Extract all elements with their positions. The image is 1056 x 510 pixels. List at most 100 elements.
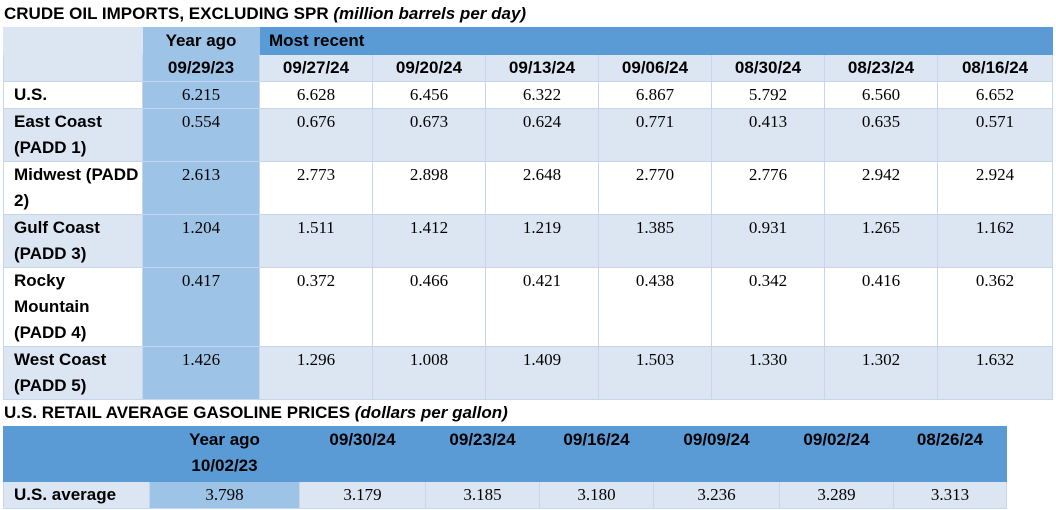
row-label: Rocky Mountain (PADD 4) xyxy=(3,267,143,347)
row-label: U.S. average xyxy=(3,481,150,509)
cell-value: 1.162 xyxy=(936,214,1054,268)
cell-value: 2.770 xyxy=(598,161,712,215)
crude-unit-text: (million barrels per day) xyxy=(333,4,527,23)
cell-value: 0.421 xyxy=(485,267,599,347)
cell-value: 0.416 xyxy=(824,267,938,347)
date-header: 08/23/24 xyxy=(824,54,938,82)
cell-value: 0.438 xyxy=(598,267,712,347)
crude-header-group-row: Year ago Most recent xyxy=(3,27,1054,55)
cell-value: 0.635 xyxy=(824,108,938,162)
cell-value: 6.628 xyxy=(259,81,373,109)
cell-value: 0.931 xyxy=(711,214,825,268)
cell-value: 3.798 xyxy=(149,481,300,509)
crude-title-text: CRUDE OIL IMPORTS, EXCLUDING SPR xyxy=(4,4,329,23)
cell-value: 0.372 xyxy=(259,267,373,347)
cell-value: 1.409 xyxy=(485,346,599,400)
date-header: 09/27/24 xyxy=(259,54,373,82)
cell-value: 2.924 xyxy=(936,161,1054,215)
table-row: East Coast (PADD 1) 0.554 0.676 0.673 0.… xyxy=(3,108,1054,162)
cell-value: 1.412 xyxy=(372,214,486,268)
row-label: Gulf Coast (PADD 3) xyxy=(3,214,143,268)
cell-value: 2.773 xyxy=(259,161,373,215)
cell-value: 6.322 xyxy=(485,81,599,109)
cell-value: 3.289 xyxy=(779,481,894,509)
most-recent-header: Most recent xyxy=(258,27,1054,55)
date-header: 09/16/24 xyxy=(539,426,654,482)
cell-value: 0.624 xyxy=(485,108,599,162)
table-row: Gulf Coast (PADD 3) 1.204 1.511 1.412 1.… xyxy=(3,214,1054,268)
cell-value: 6.867 xyxy=(598,81,712,109)
cell-value: 1.385 xyxy=(598,214,712,268)
table-row: Rocky Mountain (PADD 4) 0.417 0.372 0.46… xyxy=(3,267,1054,347)
crude-table-title: CRUDE OIL IMPORTS, EXCLUDING SPR (millio… xyxy=(4,3,526,25)
cell-value: 0.676 xyxy=(259,108,373,162)
cell-value: 6.215 xyxy=(142,81,260,109)
date-header: 08/26/24 xyxy=(893,426,1007,482)
table-row: U.S. 6.215 6.628 6.456 6.322 6.867 5.792… xyxy=(3,81,1054,109)
cell-value: 0.417 xyxy=(142,267,260,347)
cell-value: 0.673 xyxy=(372,108,486,162)
date-header: 09/20/24 xyxy=(372,54,486,82)
date-header: 09/29/23 xyxy=(142,54,260,82)
cell-value: 2.648 xyxy=(485,161,599,215)
cell-value: 2.898 xyxy=(372,161,486,215)
row-label: West Coast (PADD 5) xyxy=(3,346,143,400)
cell-value: 3.180 xyxy=(539,481,654,509)
date-header: 08/16/24 xyxy=(936,54,1054,82)
cell-value: 2.613 xyxy=(142,161,260,215)
cell-value: 6.560 xyxy=(824,81,938,109)
row-label: Midwest (PADD 2) xyxy=(3,161,143,215)
row-label: U.S. xyxy=(3,81,143,109)
cell-value: 1.511 xyxy=(259,214,373,268)
crude-date-header-row: 09/29/23 09/27/24 09/20/24 09/13/24 09/0… xyxy=(3,54,1054,82)
gasoline-header-row: Year ago 10/02/23 09/30/24 09/23/24 09/1… xyxy=(3,426,1007,482)
cell-value: 2.776 xyxy=(711,161,825,215)
cell-value: 0.466 xyxy=(372,267,486,347)
date-header: 09/13/24 xyxy=(485,54,599,82)
cell-value: 0.771 xyxy=(598,108,712,162)
date-header: 09/02/24 xyxy=(779,426,894,482)
cell-value: 1.204 xyxy=(142,214,260,268)
date-header: 08/30/24 xyxy=(711,54,825,82)
cell-value: 1.219 xyxy=(485,214,599,268)
cell-value: 0.571 xyxy=(936,108,1054,162)
date-header: 09/09/24 xyxy=(653,426,780,482)
cell-value: 0.413 xyxy=(711,108,825,162)
cell-value: 3.185 xyxy=(425,481,540,509)
cell-value: 2.942 xyxy=(824,161,938,215)
cell-value: 1.426 xyxy=(142,346,260,400)
gas-year-ago-header: Year ago 10/02/23 xyxy=(149,426,300,482)
date-header: 09/30/24 xyxy=(299,426,426,482)
cell-value: 6.652 xyxy=(936,81,1054,109)
table-row: U.S. average 3.798 3.179 3.185 3.180 3.2… xyxy=(3,481,1007,509)
crude-imports-table: Year ago Most recent 09/29/23 09/27/24 0… xyxy=(3,27,1054,400)
gasoline-unit-text: (dollars per gallon) xyxy=(354,403,508,422)
date-header: 09/23/24 xyxy=(425,426,540,482)
gas-year-ago-date: 10/02/23 xyxy=(191,456,258,475)
cell-value: 3.236 xyxy=(653,481,780,509)
year-ago-header: Year ago xyxy=(142,27,260,55)
gasoline-title-text: U.S. RETAIL AVERAGE GASOLINE PRICES xyxy=(4,403,351,422)
header-blank-cell xyxy=(3,27,143,55)
table-row: Midwest (PADD 2) 2.613 2.773 2.898 2.648… xyxy=(3,161,1054,215)
cell-value: 1.265 xyxy=(824,214,938,268)
cell-value: 1.632 xyxy=(936,346,1054,400)
gasoline-table-title: U.S. RETAIL AVERAGE GASOLINE PRICES (dol… xyxy=(4,402,508,424)
cell-value: 3.313 xyxy=(893,481,1007,509)
cell-value: 5.792 xyxy=(711,81,825,109)
cell-value: 1.296 xyxy=(259,346,373,400)
cell-value: 1.330 xyxy=(711,346,825,400)
cell-value: 6.456 xyxy=(372,81,486,109)
cell-value: 1.302 xyxy=(824,346,938,400)
date-header: 09/06/24 xyxy=(598,54,712,82)
cell-value: 0.362 xyxy=(936,267,1054,347)
cell-value: 0.342 xyxy=(711,267,825,347)
row-label: East Coast (PADD 1) xyxy=(3,108,143,162)
cell-value: 3.179 xyxy=(299,481,426,509)
table-row: West Coast (PADD 5) 1.426 1.296 1.008 1.… xyxy=(3,346,1054,400)
gas-header-blank xyxy=(3,426,150,482)
gasoline-prices-table: Year ago 10/02/23 09/30/24 09/23/24 09/1… xyxy=(3,426,1007,509)
cell-value: 0.554 xyxy=(142,108,260,162)
gas-year-ago-label: Year ago xyxy=(189,430,260,449)
date-header-blank xyxy=(3,54,143,82)
